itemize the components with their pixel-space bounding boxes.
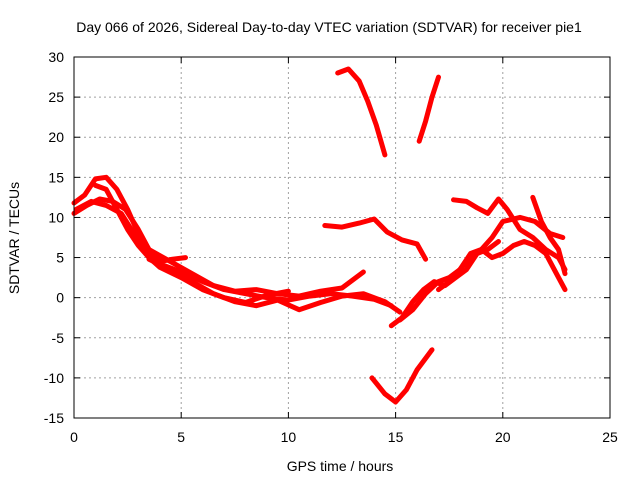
x-tick-label: 25	[602, 429, 618, 445]
x-tick-label: 5	[177, 429, 185, 445]
tick-labels: 0 5 10 15 20 25 -15 -10 -5 0 5 10 15 20 25 30	[44, 49, 618, 445]
y-tick-label: 0	[56, 290, 64, 306]
tick-marks	[73, 56, 611, 419]
series-arc-11	[397, 214, 566, 323]
y-tick-label: 20	[48, 129, 64, 145]
y-tick-label: 15	[48, 169, 64, 185]
series-arc-8	[416, 74, 441, 144]
series-arc-3	[71, 174, 366, 299]
y-tick-label: 30	[48, 49, 64, 65]
series-arc-14	[530, 194, 568, 277]
y-axis-label: SDTVAR / TECUs	[6, 182, 22, 294]
x-tick-label: 15	[388, 429, 404, 445]
x-tick-label: 0	[70, 429, 78, 445]
y-tick-label: 25	[48, 89, 64, 105]
x-axis-label: GPS time / hours	[287, 458, 394, 474]
chart-title: Day 066 of 2026, Sidereal Day-to-day VTE…	[76, 19, 582, 35]
series-arc-7	[335, 66, 388, 158]
series-arc-6	[322, 216, 429, 262]
y-tick-label: 5	[56, 250, 64, 266]
series-arc-12	[436, 239, 568, 293]
plot-frame	[73, 56, 611, 419]
y-tick-label: -15	[44, 410, 64, 426]
series-arc-13	[451, 196, 568, 273]
series-arc-4	[146, 256, 403, 315]
y-tick-label: -5	[52, 330, 65, 346]
x-tick-label: 10	[281, 429, 297, 445]
y-tick-label: 10	[48, 209, 64, 225]
series-arc-5	[92, 182, 291, 305]
y-tick-label: -10	[44, 370, 64, 386]
series-arc-9	[369, 347, 435, 405]
x-tick-label: 20	[495, 429, 511, 445]
series-layer	[71, 66, 568, 405]
